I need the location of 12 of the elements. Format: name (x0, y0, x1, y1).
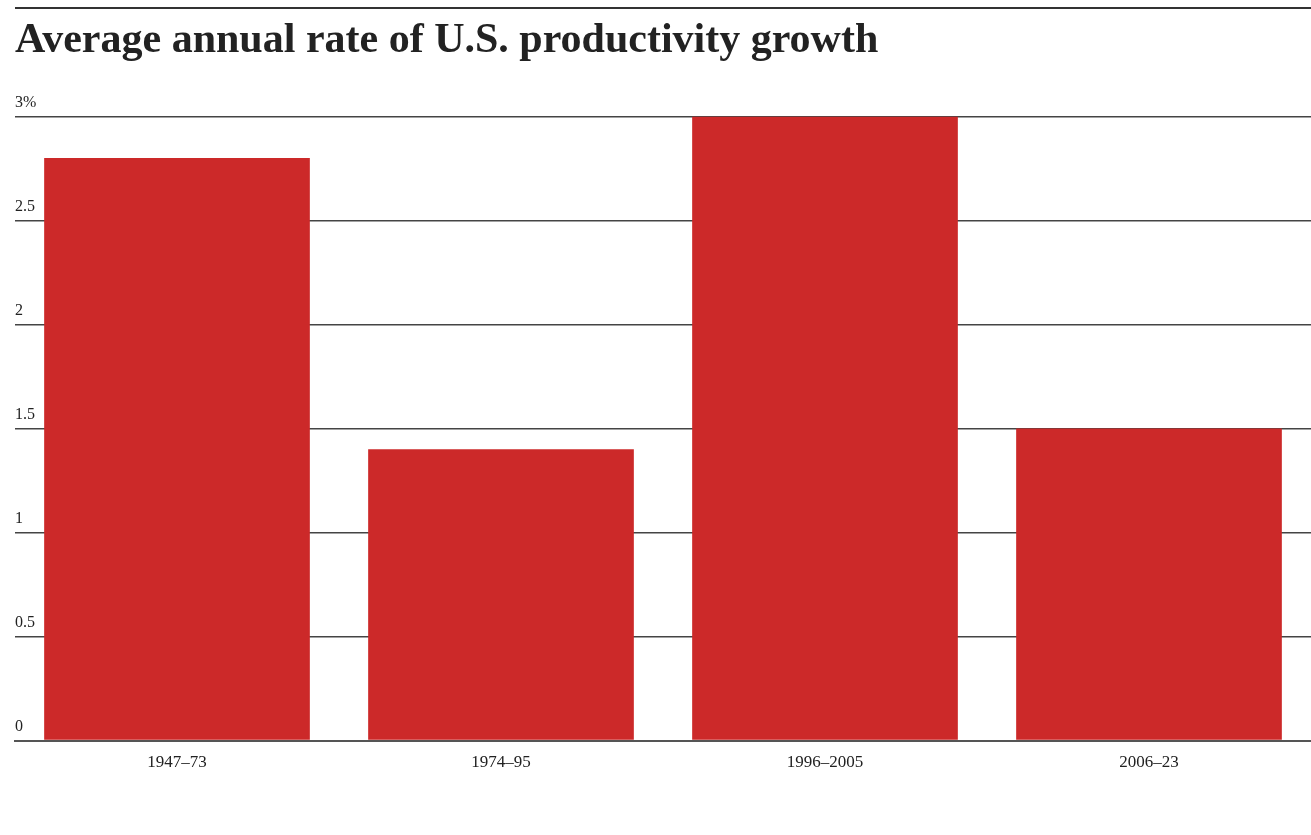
x-tick-label: 1996–2005 (786, 752, 864, 772)
y-tick-label: 0.5 (15, 612, 35, 630)
y-tick-label: 1 (15, 508, 23, 526)
y-tick-label: 2.5 (15, 196, 35, 214)
x-tick-label: 1947–73 (147, 752, 207, 772)
y-tick-label: 0 (15, 716, 23, 734)
x-tick-label: 2006–23 (1119, 752, 1179, 772)
y-tick-label: 3% (15, 92, 37, 110)
y-tick-label: 1.5 (15, 404, 35, 422)
x-tick-label: 1974–95 (471, 752, 531, 772)
y-tick-label: 2 (15, 300, 23, 318)
chart-title: Average annual rate of U.S. productivity growth (15, 15, 879, 62)
